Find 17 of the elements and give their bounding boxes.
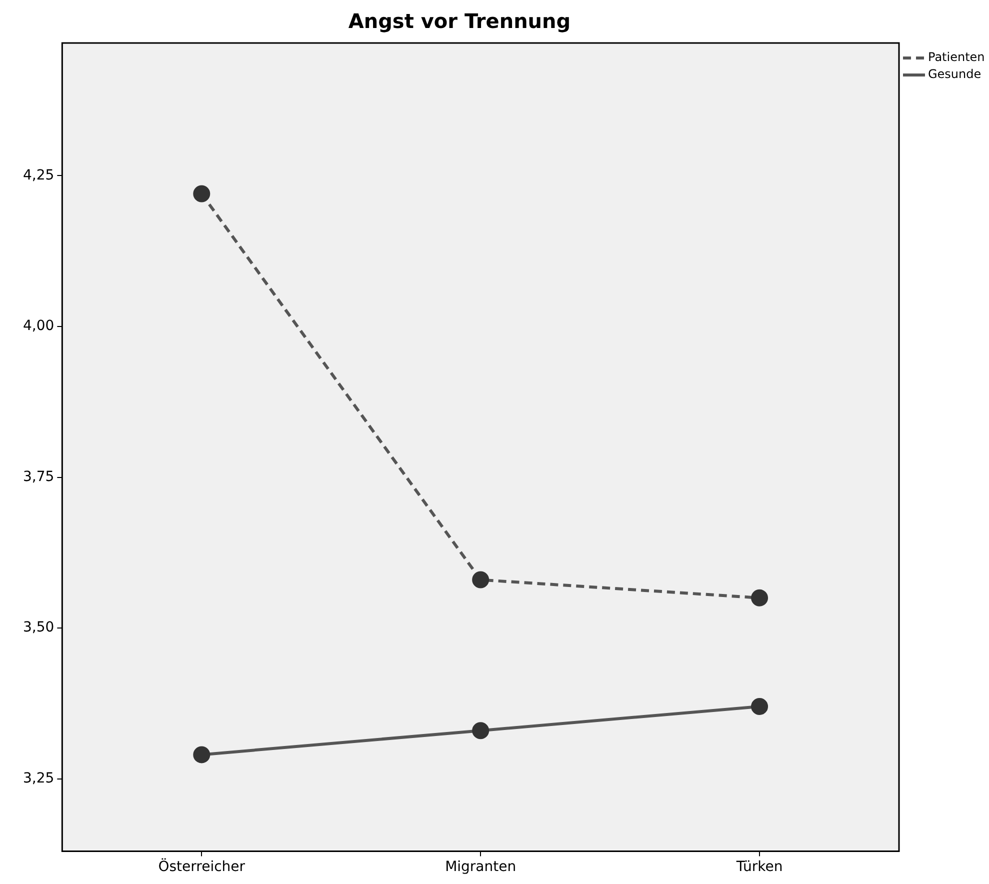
chart-title: Angst vor Trennung — [348, 9, 571, 34]
y-tick-label: 3,75 — [23, 468, 54, 485]
point — [472, 571, 490, 588]
y-tick-label: 4,25 — [23, 167, 54, 184]
y-tick-label: 3,50 — [23, 620, 54, 636]
y-tick-label: 4,00 — [23, 318, 54, 334]
point — [193, 185, 210, 202]
x-tick-label: Migranten — [445, 859, 516, 876]
point — [751, 589, 768, 606]
x-tick-label: Türken — [735, 859, 783, 876]
y-tick-label: 3,25 — [23, 770, 54, 786]
point — [193, 746, 210, 764]
x-tick-label: Österreicher — [158, 858, 246, 876]
point — [472, 722, 490, 740]
point — [751, 698, 768, 715]
legend-label: Patienten — [928, 50, 985, 64]
legend-label: Gesunde — [928, 67, 982, 82]
